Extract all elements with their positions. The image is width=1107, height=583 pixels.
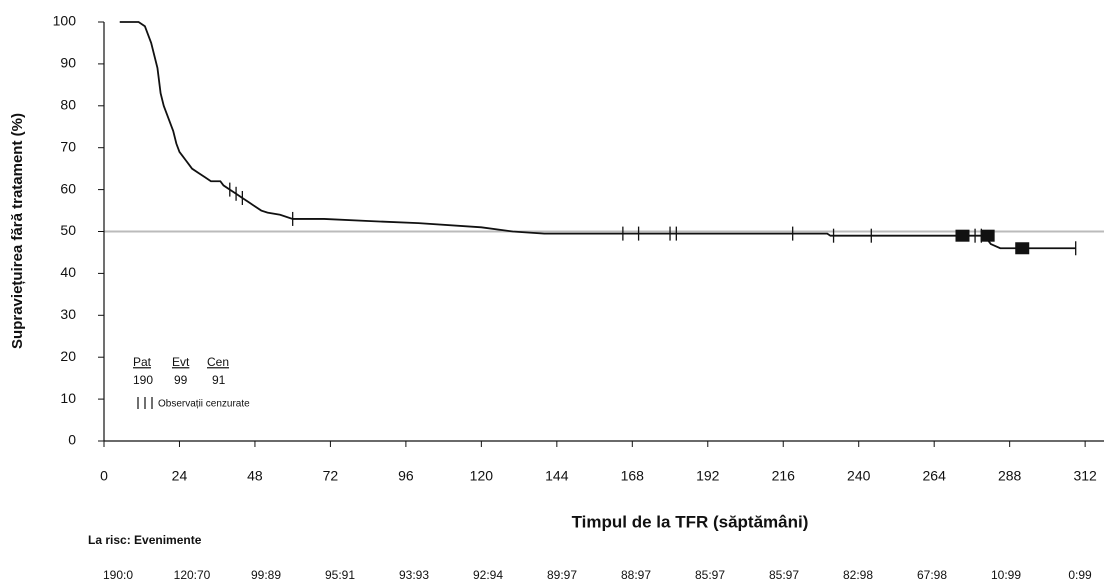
legend-header: Cen — [207, 355, 229, 369]
at-risk-value: 88:97 — [621, 568, 651, 582]
x-tick-label: 0 — [100, 468, 108, 484]
y-tick-label: 60 — [60, 180, 76, 196]
at-risk-value: 95:91 — [325, 568, 355, 582]
x-tick-label: 288 — [998, 468, 1022, 484]
legend-header: Pat — [133, 355, 152, 369]
x-axis-label: Timpul de la TFR (săptămâni) — [572, 512, 809, 531]
y-tick-label: 0 — [68, 432, 76, 448]
censor-cluster — [955, 229, 970, 242]
x-tick-label: 264 — [923, 468, 947, 484]
at-risk-value: 67:98 — [917, 568, 947, 582]
y-tick-label: 10 — [60, 390, 76, 406]
at-risk-value: 82:98 — [843, 568, 873, 582]
y-tick-label: 70 — [60, 138, 76, 154]
x-tick-label: 144 — [545, 468, 569, 484]
at-risk-title: La risc: Evenimente — [88, 533, 202, 547]
censor-legend-label: Observații cenzurate — [158, 399, 250, 410]
censor-cluster — [1015, 242, 1030, 255]
at-risk-value: 10:99 — [991, 568, 1021, 582]
y-tick-label: 40 — [60, 264, 76, 280]
x-tick-label: 240 — [847, 468, 871, 484]
legend-value: 99 — [174, 373, 188, 387]
x-tick-label: 96 — [398, 468, 414, 484]
at-risk-value: 0:99 — [1068, 568, 1092, 582]
y-tick-label: 50 — [60, 222, 76, 238]
at-risk-value: 85:97 — [695, 568, 725, 582]
legend-value: 91 — [212, 373, 226, 387]
y-tick-label: 30 — [60, 306, 76, 322]
at-risk-value: 190:0 — [103, 568, 133, 582]
y-axis-label: Supraviețuirea fără tratament (%) — [9, 113, 26, 349]
x-tick-label: 72 — [323, 468, 339, 484]
y-tick-label: 100 — [53, 13, 77, 29]
y-tick-label: 20 — [60, 348, 76, 364]
x-tick-label: 48 — [247, 468, 263, 484]
censor-legend-icon — [137, 397, 153, 409]
censor-cluster — [980, 229, 995, 242]
x-tick-label: 216 — [772, 468, 796, 484]
survival-curve — [119, 21, 1076, 250]
y-tick-label: 90 — [60, 55, 76, 71]
x-tick-label: 312 — [1073, 468, 1097, 484]
at-risk-value: 120:70 — [174, 568, 211, 582]
x-tick-label: 24 — [172, 468, 188, 484]
at-risk-value: 85:97 — [769, 568, 799, 582]
at-risk-value: 99:89 — [251, 568, 281, 582]
at-risk-value: 89:97 — [547, 568, 577, 582]
y-tick-label: 80 — [60, 97, 76, 113]
at-risk-value: 92:94 — [473, 568, 503, 582]
x-tick-label: 192 — [696, 468, 720, 484]
legend-value: 190 — [133, 373, 153, 387]
x-tick-label: 168 — [621, 468, 645, 484]
x-tick-label: 120 — [470, 468, 494, 484]
legend-header: Evt — [172, 355, 190, 369]
at-risk-value: 93:93 — [399, 568, 429, 582]
